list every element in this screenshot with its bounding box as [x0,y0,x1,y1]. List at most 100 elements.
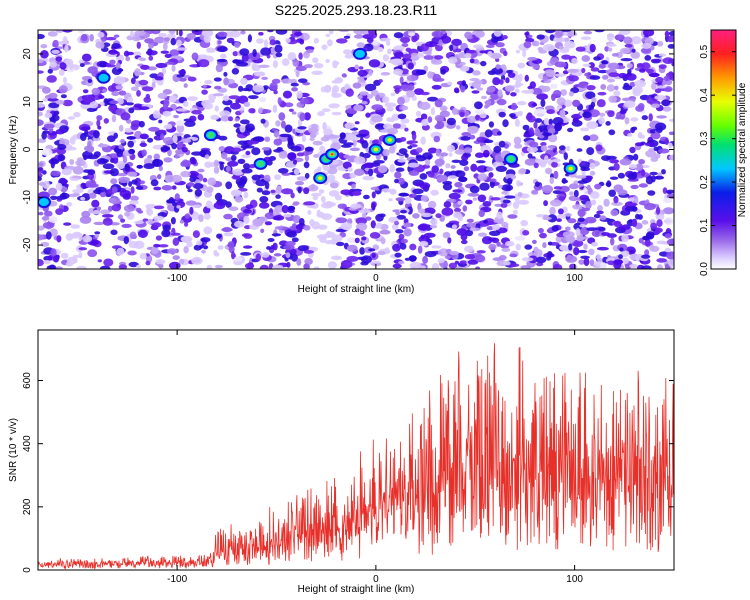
heatmap-cell [285,38,291,43]
heatmap-cell [58,85,68,94]
heatmap-cell [551,93,556,101]
heatmap-cell [213,93,224,97]
heatmap-cell [239,125,246,133]
heatmap-cell [371,202,376,211]
heatmap-cell [214,264,223,269]
heatmap-cell [323,128,333,136]
heatmap-cell [157,92,168,99]
heatmap-cell [273,253,282,257]
heatmap-cell [661,169,666,175]
heatmap-cell [520,219,529,227]
heatmap-cell [65,261,74,267]
heatmap-cell [404,196,412,205]
snr-x-tick-label: 0 [373,574,379,585]
heatmap-cell [552,117,564,126]
heatmap-cell [547,133,558,143]
heatmap-cell [62,99,73,107]
heatmap-cell [455,48,462,53]
heatmap-cell [328,30,334,35]
heatmap-cell [256,187,263,193]
heatmap-cell [420,195,429,202]
heatmap-cell [450,165,456,169]
heatmap-cell [87,79,93,83]
heatmap-cell [243,191,249,199]
heatmap-cell [320,136,330,142]
heatmap-cell [291,253,298,262]
heatmap-cell [535,256,547,264]
heatmap-cell [284,124,293,133]
heatmap-cell [130,123,139,131]
heatmap-cell [454,149,466,155]
heatmap-cell [143,163,155,170]
heatmap-cell [408,170,420,176]
heatmap-cell [407,162,420,168]
heatmap-cell [111,204,122,212]
heatmap-cell [193,244,202,251]
heatmap-cell [668,142,673,149]
heatmap-cell [328,190,340,197]
heatmap-cell [558,208,564,215]
heatmap-cell [192,230,200,239]
heatmap-cell [630,184,639,190]
heatmap-cell [597,205,603,212]
heatmap-cell [174,153,179,159]
heatmap-cell [595,144,603,152]
heatmap-cell [563,152,568,161]
heatmap-cell [282,90,293,99]
heatmap-cell [59,138,70,146]
heatmap-cell [501,247,511,252]
heatmap-cell [201,89,208,95]
heatmap-cell [272,60,278,69]
heatmap-cell [110,178,118,185]
heatmap-cell [102,163,115,170]
heatmap-cell [412,193,417,197]
heatmap-cell [629,249,635,254]
heatmap-cell [140,64,150,70]
heatmap-cell [514,88,520,94]
heatmap-cell [601,155,611,162]
heatmap-cell [541,185,554,194]
heatmap-cell [528,141,539,148]
heatmap-cell [583,243,588,250]
heatmap-cell [590,101,596,108]
heatmap-cell [102,218,113,226]
heatmap-cell [396,214,407,220]
heatmap-cell [609,159,619,164]
heatmap-cell [653,227,663,233]
heatmap-cell [394,178,399,184]
heatmap-cell [618,72,628,79]
heatmap-cell [126,51,134,56]
snr-x-tick-label: -100 [167,574,187,585]
heatmap-cell [241,154,251,158]
heatmap-cell [283,213,292,218]
heatmap-cell [555,235,563,243]
heatmap-cell [321,44,328,50]
heatmap-x-tick-label: 100 [566,273,583,284]
heatmap-cell [82,235,93,243]
heatmap-cell [654,95,667,101]
heatmap-cell [38,167,44,171]
heatmap-cell [359,247,365,255]
heatmap-cell [439,105,448,112]
heatmap-cell [236,61,249,67]
heatmap-cell [69,177,80,181]
heatmap-cell [137,229,148,238]
heatmap-cell [338,152,344,159]
heatmap-cell [198,214,204,223]
heatmap-cell [610,209,619,217]
heatmap-cell [155,259,166,265]
heatmap-cell [582,63,592,67]
heatmap-cell [636,62,644,67]
heatmap-cell [596,99,606,108]
heatmap-cell [458,176,468,183]
heatmap-cell [449,44,454,52]
heatmap-cell [477,173,488,181]
heatmap-cell [255,179,267,187]
heatmap-cell [303,64,313,69]
heatmap-cell [379,229,391,235]
heatmap-cell [649,129,656,134]
heatmap-cell [295,65,307,72]
heatmap-cell [375,213,384,222]
heatmap-cell [116,247,125,256]
heatmap-cell [414,264,420,269]
